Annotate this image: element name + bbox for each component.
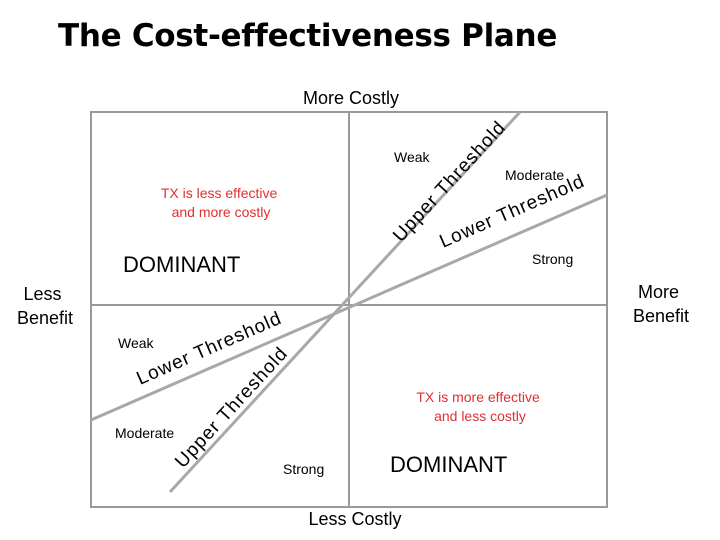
axis-label-more-benefit-line1: More (638, 282, 679, 302)
axis-label-more-costly: More Costly (303, 88, 399, 108)
quadrant-lr-description-line2: and less costly (434, 408, 526, 424)
quadrant-ul-description-line1: TX is less effective (161, 185, 278, 201)
axis-label-more-benefit: More Benefit (633, 282, 689, 326)
ll-moderate-label: Moderate (115, 425, 174, 441)
ur-weak-label: Weak (394, 149, 431, 165)
page-title: The Cost-effectiveness Plane (58, 18, 558, 54)
upper-threshold-line (168, 110, 522, 494)
quadrant-ul-description: TX is less effective and more costly (161, 185, 281, 220)
quadrant-ul-description-line2: and more costly (172, 204, 271, 220)
quadrant-lr-dominant: DOMINANT (390, 452, 507, 477)
axis-label-less-benefit-line1: Less (23, 284, 61, 304)
axis-label-less-benefit: Less Benefit (17, 284, 73, 328)
ur-strong-label: Strong (532, 251, 573, 267)
axis-label-more-benefit-line2: Benefit (633, 306, 689, 326)
ur-moderate-label: Moderate (505, 167, 564, 183)
axis-label-less-costly: Less Costly (308, 509, 401, 529)
ll-strong-label: Strong (283, 461, 324, 477)
lower-threshold-line (90, 193, 608, 422)
ll-weak-label: Weak (118, 335, 155, 351)
quadrant-lr-description: TX is more effective and less costly (416, 389, 543, 424)
axis-label-less-benefit-line2: Benefit (17, 308, 73, 328)
quadrant-ul-dominant: DOMINANT (123, 252, 240, 277)
quadrant-lr-description-line1: TX is more effective (416, 389, 540, 405)
